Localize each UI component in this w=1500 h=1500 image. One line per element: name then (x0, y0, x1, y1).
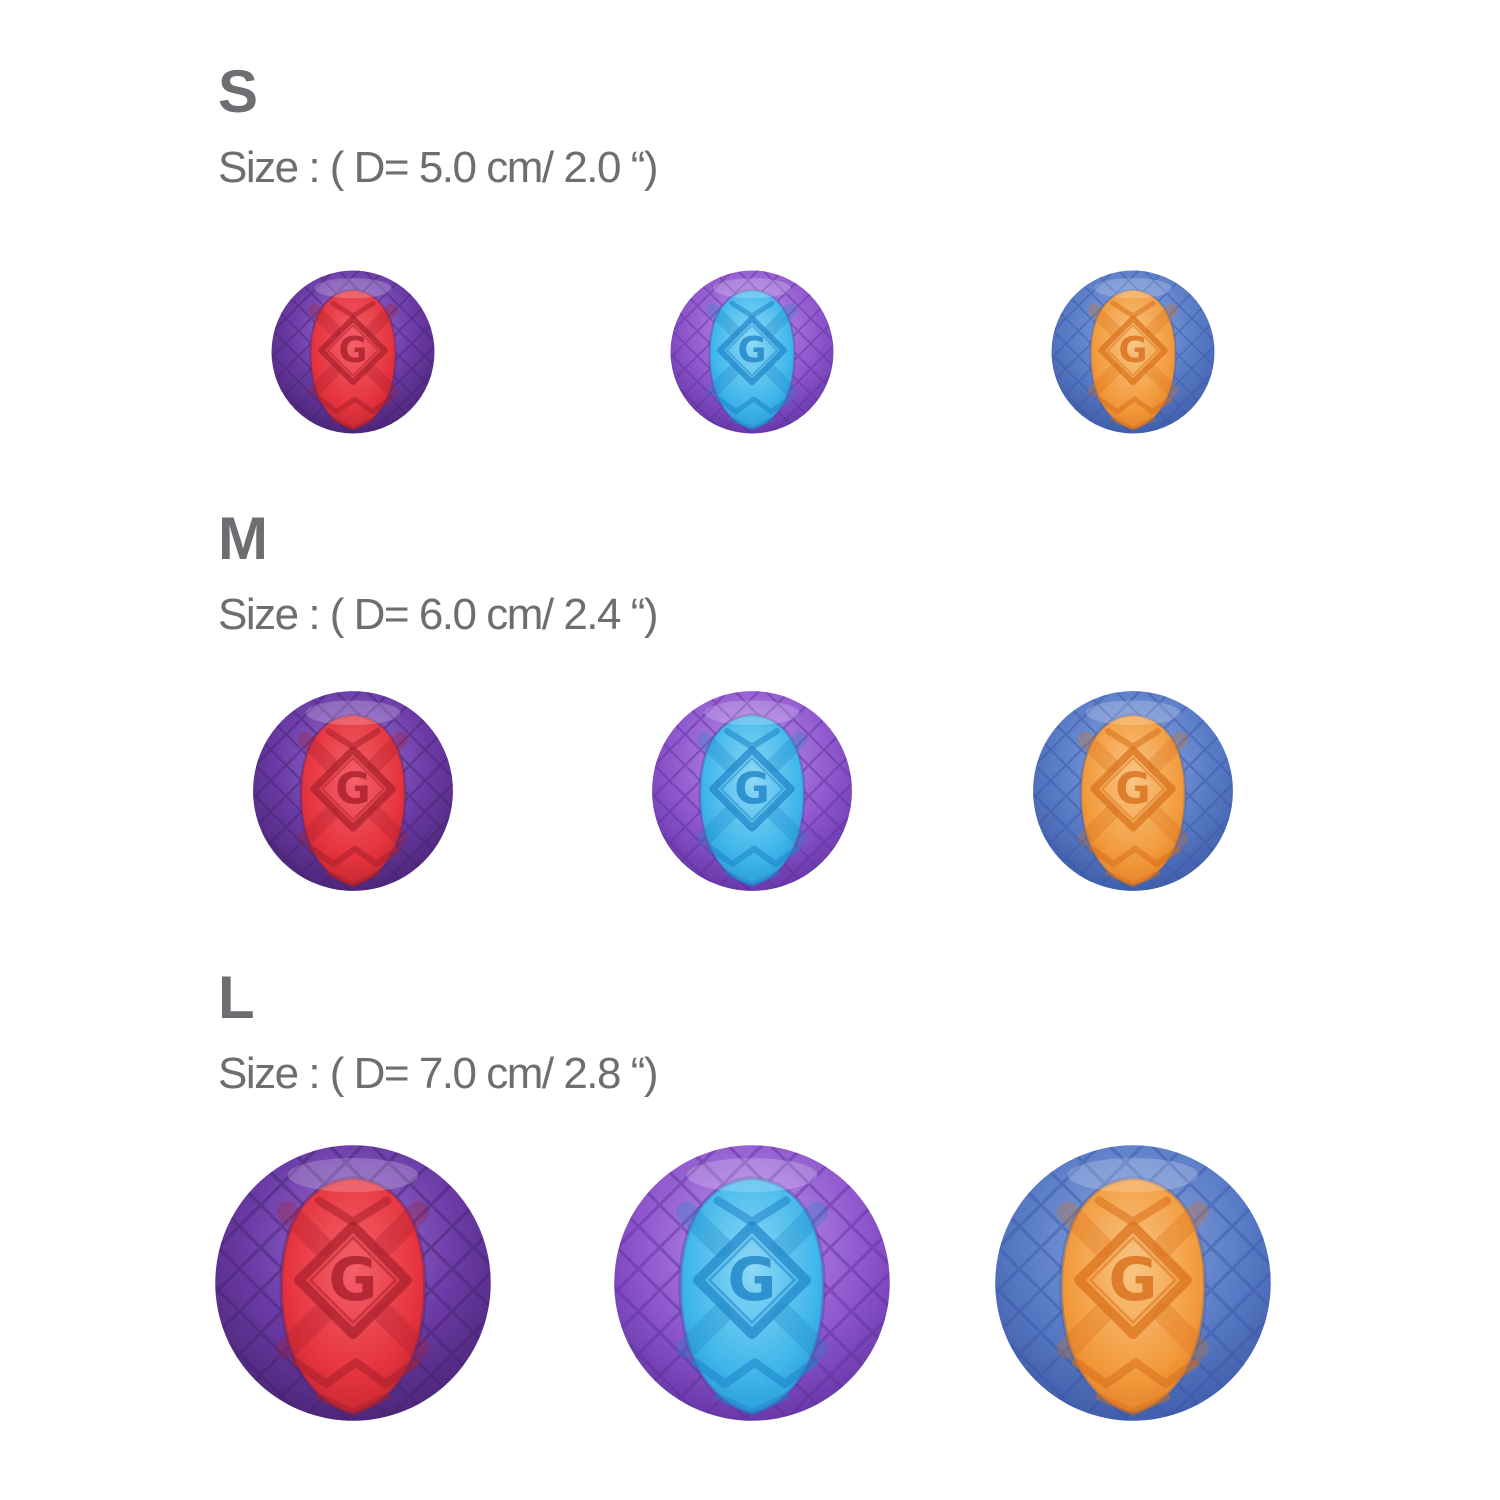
specular-highlight (1067, 1158, 1199, 1193)
ball-small-orange-blue: G (1049, 268, 1217, 436)
ball-svg: G (995, 1145, 1271, 1421)
ball-large-blue-purple: G (610, 1141, 894, 1425)
g-logo: G (339, 330, 368, 371)
ball-large-red-purple: G (211, 1141, 495, 1425)
g-logo: G (1109, 1246, 1158, 1315)
embossed-pattern (676, 1196, 828, 1416)
size-label-medium: M (218, 505, 268, 572)
embossed-pattern (1088, 300, 1178, 431)
inner-core (678, 1176, 826, 1416)
inner-core (309, 288, 397, 431)
g-logo: G (728, 1246, 777, 1315)
size-section-large: L Size : ( D= 7.0 cm/ 2.8 “) (218, 964, 659, 1098)
embossed-pattern (1057, 1196, 1209, 1416)
inner-core (299, 713, 407, 888)
size-section-medium: M Size : ( D= 6.0 cm/ 2.4 “) (218, 505, 659, 639)
ball-svg: G (652, 691, 852, 891)
size-dimensions-small: Size : ( D= 5.0 cm/ 2.0 “) (218, 143, 659, 192)
embossed-pattern (297, 728, 409, 888)
size-label-small: S (218, 58, 259, 125)
size-dimensions-medium: Size : ( D= 6.0 cm/ 2.4 “) (218, 590, 659, 639)
ball-svg: G (670, 270, 834, 434)
specular-highlight (287, 1158, 419, 1193)
size-dimensions-large: Size : ( D= 7.0 cm/ 2.8 “) (218, 1049, 659, 1098)
ball-medium-red-purple: G (250, 688, 456, 894)
specular-highlight (314, 278, 392, 299)
ball-svg: G (253, 691, 453, 891)
g-logo: G (738, 330, 767, 371)
specular-highlight (305, 700, 401, 726)
g-logo: G (335, 764, 371, 814)
ball-small-blue-purple: G (668, 268, 836, 436)
ball-svg: G (1051, 270, 1215, 434)
g-logo: G (329, 1246, 378, 1315)
ball-medium-orange-blue: G (1030, 688, 1236, 894)
specular-highlight (1085, 700, 1181, 726)
ball-svg: G (215, 1145, 491, 1421)
ball-svg: G (614, 1145, 890, 1421)
inner-core (1089, 288, 1177, 431)
size-label-large: L (218, 964, 255, 1031)
ball-small-red-purple: G (269, 268, 437, 436)
specular-highlight (704, 700, 800, 726)
inner-core (1079, 713, 1187, 888)
ball-medium-blue-purple: G (649, 688, 855, 894)
inner-core (698, 713, 806, 888)
embossed-pattern (696, 728, 808, 888)
specular-highlight (1094, 278, 1172, 299)
ball-svg: G (1033, 691, 1233, 891)
inner-core (279, 1176, 427, 1416)
ball-svg: G (271, 270, 435, 434)
embossed-pattern (308, 300, 398, 431)
g-logo: G (1115, 764, 1151, 814)
ball-large-orange-blue: G (991, 1141, 1275, 1425)
embossed-pattern (277, 1196, 429, 1416)
embossed-pattern (1077, 728, 1189, 888)
embossed-pattern (707, 300, 797, 431)
size-section-small: S Size : ( D= 5.0 cm/ 2.0 “) (218, 58, 659, 192)
specular-highlight (686, 1158, 818, 1193)
g-logo: G (1119, 330, 1148, 371)
specular-highlight (713, 278, 791, 299)
inner-core (1059, 1176, 1207, 1416)
inner-core (708, 288, 796, 431)
g-logo: G (734, 764, 770, 814)
